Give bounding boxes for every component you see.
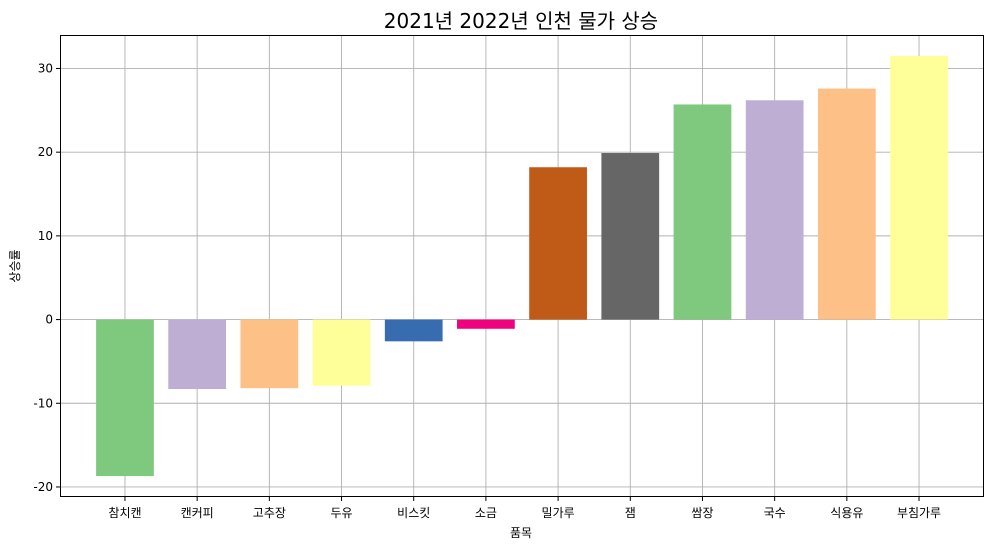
bar (817, 88, 876, 320)
bar (601, 153, 660, 320)
y-tick-label: -20 (33, 480, 53, 494)
x-tick-label: 잼 (625, 506, 636, 520)
y-tick-label: 20 (38, 145, 53, 159)
bar (312, 319, 371, 386)
y-tick-label: 0 (45, 313, 53, 327)
bar (384, 319, 443, 342)
ticks: -20 -10 0 10 20 30 참치캔 캔커피 고추장 두유 비스킷 소금 밀가루 잼 쌈장 국수 식용유… (33, 61, 941, 520)
plot-frame (60, 35, 984, 497)
bar (529, 167, 587, 320)
bars (96, 55, 948, 477)
bar (168, 319, 227, 390)
bar (240, 319, 299, 389)
bar (457, 319, 515, 329)
x-tick-label: 두유 (330, 506, 352, 520)
x-tick-label: 쌈장 (691, 506, 713, 520)
x-tick-label: 밀가루 (542, 506, 575, 520)
bar (673, 104, 732, 320)
chart-title: 2021년 2022년 인천 물가 상승 (384, 9, 658, 33)
bar (890, 55, 948, 320)
x-tick-label: 캔커피 (181, 506, 214, 520)
x-axis-label: 품목 (510, 526, 532, 540)
y-tick-label: 10 (38, 229, 53, 243)
x-tick-label: 비스킷 (397, 506, 430, 520)
x-tick-label: 국수 (764, 506, 786, 520)
x-tick-label: 부침가루 (897, 506, 941, 520)
x-tick-label: 고추장 (253, 506, 286, 520)
x-tick-label: 소금 (475, 506, 497, 520)
x-tick-label: 참치캔 (108, 506, 141, 520)
y-tick-label: -10 (33, 396, 53, 410)
bar (745, 100, 804, 320)
bar (96, 319, 154, 477)
x-tick-label: 식용유 (830, 506, 863, 520)
y-tick-label: 30 (38, 61, 53, 75)
y-axis-label: 상승률 (8, 249, 22, 282)
